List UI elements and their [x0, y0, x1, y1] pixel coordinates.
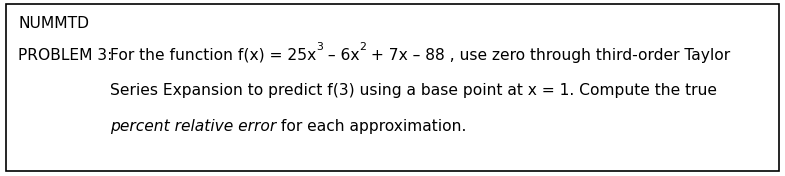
Text: percent relative error: percent relative error [110, 119, 276, 134]
Text: 3: 3 [316, 42, 323, 52]
Text: For the function f(x) = 25x: For the function f(x) = 25x [110, 48, 316, 63]
Text: – 6x: – 6x [323, 48, 360, 63]
Text: Series Expansion to predict f(3) using a base point at x = 1. Compute the true: Series Expansion to predict f(3) using a… [110, 83, 717, 98]
Text: NUMMTD: NUMMTD [18, 16, 89, 31]
Text: PROBLEM 3:: PROBLEM 3: [18, 48, 112, 63]
Text: 2: 2 [360, 42, 367, 52]
FancyBboxPatch shape [6, 4, 779, 171]
Text: for each approximation.: for each approximation. [276, 119, 466, 134]
Text: + 7x – 88 , use zero through third-order Taylor: + 7x – 88 , use zero through third-order… [367, 48, 731, 63]
